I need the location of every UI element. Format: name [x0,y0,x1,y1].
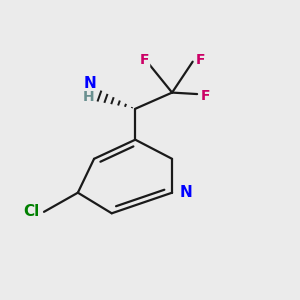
Text: Cl: Cl [23,204,40,219]
Text: N: N [179,185,192,200]
Text: H: H [82,90,94,104]
Text: N: N [83,76,96,91]
Text: F: F [140,53,149,67]
Text: F: F [195,53,205,67]
Text: F: F [201,88,211,103]
